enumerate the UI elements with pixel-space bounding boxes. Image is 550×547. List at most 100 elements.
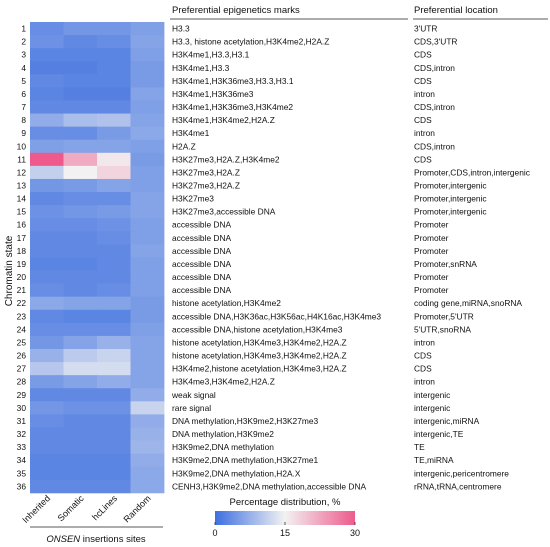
heatmap-cell	[30, 100, 64, 114]
location-label: CDS	[414, 351, 432, 361]
heatmap-cell	[130, 453, 165, 468]
heatmap-cell	[63, 257, 98, 271]
heatmap-cell	[30, 388, 64, 402]
row-state-label: 4	[21, 63, 26, 73]
heatmap-cell	[97, 152, 131, 167]
heatmap-cell	[30, 270, 64, 284]
heatmap-cell	[30, 218, 64, 232]
row-state-label: 28	[17, 377, 27, 387]
heatmap-cell	[63, 296, 98, 311]
location-label: CDS	[414, 364, 432, 374]
row-state-label: 32	[17, 429, 27, 439]
row-state-label: 23	[17, 311, 27, 321]
location-label: CDS	[414, 76, 432, 86]
heatmap-cell	[97, 113, 131, 128]
heatmap-cell	[30, 401, 64, 415]
row-state-label: 9	[21, 128, 26, 138]
epigenetic-marks-label: accessible DNA	[172, 233, 232, 243]
heatmap-cell	[30, 48, 64, 62]
heatmap-cell	[130, 178, 165, 193]
location-label: CDS,3'UTR	[414, 37, 457, 47]
heatmap-cell	[97, 270, 131, 284]
heatmap-cell	[63, 427, 98, 441]
heatmap-cell	[63, 48, 98, 62]
colorbar-tick-label: 30	[350, 528, 360, 538]
epigenetic-marks-label: H3K4me1,H3K36me3,H3.3,H3.1	[172, 76, 294, 86]
epigenetic-marks-label: H3K4me1,H3K36me3,H3K4me2	[172, 102, 293, 112]
heatmap-cell	[97, 178, 131, 193]
heatmap-cell	[97, 466, 131, 481]
row-state-label: 31	[17, 416, 27, 426]
colorbar-ticks: 0 15 30	[212, 522, 360, 538]
heatmap-cell	[97, 244, 131, 258]
colorbar	[215, 511, 355, 525]
heatmap-cell	[30, 427, 64, 441]
heatmap-cell	[30, 126, 64, 141]
heatmap-cell	[63, 74, 98, 88]
epigenetic-marks-label: H3K4me1,H3.3	[172, 63, 230, 73]
location-labels: 3'UTR CDS,3'UTR CDS CDS,intron CDS intron CDS,…	[414, 24, 530, 492]
epigenetic-marks-label: H3K27me3	[172, 194, 214, 204]
row-state-label: 6	[21, 89, 26, 99]
epigenetic-marks-label: DNA methylation,H3K9me2,H3K27me3	[172, 416, 319, 426]
heatmap-cell	[97, 61, 131, 75]
row-state-label: 5	[21, 76, 26, 86]
heatmap-cell	[130, 479, 165, 494]
heatmap-cell	[97, 401, 131, 415]
heatmap-cell	[97, 218, 131, 232]
location-label: Promoter	[414, 246, 449, 256]
colorbar-tick-label: 0	[212, 528, 217, 538]
colorbar-title: Percentage distribution, %	[230, 497, 341, 508]
heatmap-cell	[63, 152, 98, 167]
heatmap-cell	[63, 205, 98, 219]
heatmap-cell	[130, 427, 165, 441]
row-state-label: 17	[17, 233, 27, 243]
heatmap-cell	[30, 74, 64, 88]
row-state-label: 16	[17, 220, 27, 230]
heatmap-cell	[130, 283, 165, 298]
location-label: CDS,intron	[414, 141, 455, 151]
heatmap-cell	[130, 270, 165, 284]
heatmap-cell	[97, 283, 131, 298]
location-label: intergenic,miRNA	[414, 416, 480, 426]
column-label: Somatic	[56, 493, 86, 523]
heatmap-cell	[130, 165, 165, 180]
column-label: hcLines	[90, 493, 119, 522]
marks-column-header: Preferential epigenetics marks	[172, 5, 300, 16]
row-state-label: 25	[17, 337, 27, 347]
heatmap-cell	[130, 335, 165, 350]
heatmap-cell	[130, 126, 165, 141]
row-state-label: 8	[21, 115, 26, 125]
location-label: CDS	[414, 154, 432, 164]
group-label-rest: insertions sites	[80, 534, 146, 545]
epigenetic-marks-label: histone acetylation,H3K4me3,H3K4me2,H2A.…	[172, 337, 347, 347]
row-state-label: 1	[21, 24, 26, 34]
heatmap-cell	[130, 388, 165, 402]
heatmap-cell	[30, 414, 64, 428]
location-label: TE	[414, 442, 425, 452]
heatmap-cell	[30, 231, 64, 245]
heatmap-cell	[30, 205, 64, 219]
heatmap-cell	[97, 192, 131, 206]
row-state-label: 19	[17, 259, 27, 269]
heatmap-cell	[63, 178, 98, 193]
heatmap-cell	[63, 375, 98, 389]
heatmap-cell	[97, 100, 131, 114]
heatmap-cell	[130, 296, 165, 311]
heatmap-cell	[97, 453, 131, 468]
heatmap-cell	[63, 401, 98, 415]
heatmap-cell	[63, 218, 98, 232]
epigenetic-marks-label: H3.3	[172, 24, 190, 34]
heatmap-cell	[97, 414, 131, 428]
location-column-header: Preferential location	[414, 5, 498, 16]
epigenetic-marks-label: H3K9me2,DNA methylation	[172, 442, 274, 452]
location-label: intergenic,pericentromere	[414, 468, 509, 478]
row-state-label: 33	[17, 442, 27, 452]
epigenetic-marks-label: accessible DNA	[172, 285, 232, 295]
heatmap-cell	[97, 165, 131, 180]
heatmap-cell	[30, 178, 64, 193]
heatmap-cell	[30, 165, 64, 180]
heatmap-cell	[63, 335, 98, 350]
row-state-label: 2	[21, 37, 26, 47]
